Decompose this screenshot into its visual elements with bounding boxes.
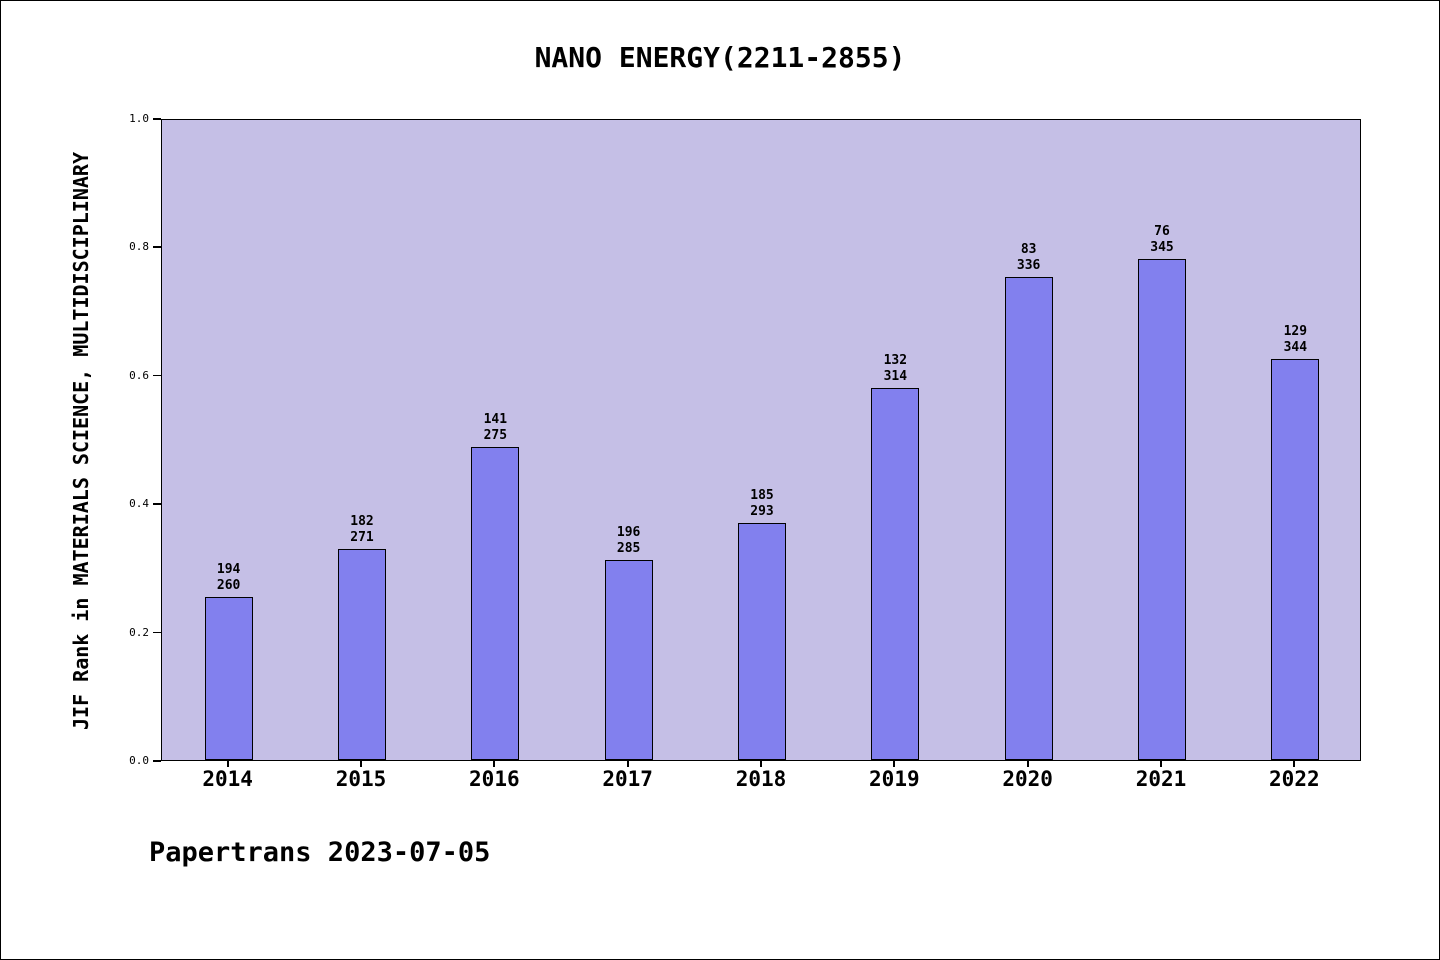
bar-2021 bbox=[1138, 259, 1186, 760]
bar-value-label-2017: 196 285 bbox=[616, 525, 641, 556]
x-tick-mark bbox=[1026, 761, 1029, 767]
bar-2018 bbox=[738, 523, 786, 760]
bar-2016 bbox=[471, 447, 520, 760]
x-tick-mark bbox=[226, 761, 229, 767]
x-tick-mark bbox=[493, 761, 496, 767]
x-tick-label-2022: 2022 bbox=[1269, 767, 1320, 791]
y-tick-label-0.2: 0.2 bbox=[129, 625, 149, 639]
y-tick-label-0.4: 0.4 bbox=[129, 497, 149, 511]
bar-value-label-2018: 185 293 bbox=[750, 488, 774, 519]
bar-value-label-2022: 129 344 bbox=[1283, 324, 1308, 355]
bar-value-label-2019: 132 314 bbox=[883, 353, 908, 384]
x-tick-mark bbox=[760, 761, 762, 767]
x-tick-label-2019: 2019 bbox=[869, 767, 920, 791]
y-axis-label: JIF Rank in MATERIALS SCIENCE, MULTIDISC… bbox=[69, 152, 93, 730]
bar-value-label-2014: 194 260 bbox=[216, 562, 241, 593]
bar-2020 bbox=[1004, 277, 1053, 760]
x-tick-mark bbox=[893, 761, 896, 767]
bars-container: 194 260 182 271 141 275 196 285 185 293 132 3… bbox=[162, 120, 1360, 760]
x-tick-mark bbox=[360, 761, 362, 767]
x-tick-label-2020: 2020 bbox=[1002, 767, 1053, 791]
bar-2014 bbox=[204, 597, 253, 760]
x-tick-label-2014: 2014 bbox=[202, 767, 253, 791]
y-tick-mark bbox=[153, 118, 161, 120]
x-tick-label-2016: 2016 bbox=[469, 767, 520, 791]
bar-2022 bbox=[1271, 359, 1320, 760]
bar-value-label-2020: 83 336 bbox=[1016, 242, 1041, 273]
bar-2019 bbox=[871, 388, 920, 760]
y-tick-label-1.0: 1.0 bbox=[129, 112, 149, 125]
x-tick-label-2017: 2017 bbox=[602, 767, 653, 791]
x-tick-mark bbox=[626, 761, 629, 767]
y-tick-mark bbox=[153, 631, 161, 634]
x-tick-label-2018: 2018 bbox=[735, 767, 787, 791]
y-tick-label-0.8: 0.8 bbox=[129, 240, 149, 254]
x-tick-mark bbox=[1160, 761, 1162, 767]
y-tick-mark bbox=[153, 374, 161, 377]
bar-value-label-2016: 141 275 bbox=[483, 412, 508, 443]
x-tick-mark bbox=[1293, 761, 1296, 767]
y-tick-mark bbox=[153, 503, 161, 505]
y-tick-mark bbox=[153, 246, 161, 248]
bar-2017 bbox=[604, 560, 653, 760]
plot-area: 194 260 182 271 141 275 196 285 185 293 132 3… bbox=[161, 119, 1361, 761]
y-tick-label-0.0: 0.0 bbox=[129, 754, 149, 767]
bar-2015 bbox=[338, 549, 386, 760]
x-tick-label-2015: 2015 bbox=[335, 767, 387, 791]
footer-text: Papertrans 2023-07-05 bbox=[149, 837, 491, 868]
y-tick-label-0.6: 0.6 bbox=[129, 368, 149, 382]
bar-value-label-2015: 182 271 bbox=[350, 514, 374, 545]
x-tick-label-2021: 2021 bbox=[1135, 767, 1187, 791]
y-tick-mark bbox=[153, 760, 161, 762]
chart-title: NANO ENERGY(2211-2855) bbox=[534, 41, 906, 74]
bar-value-label-2021: 76 345 bbox=[1150, 224, 1174, 255]
